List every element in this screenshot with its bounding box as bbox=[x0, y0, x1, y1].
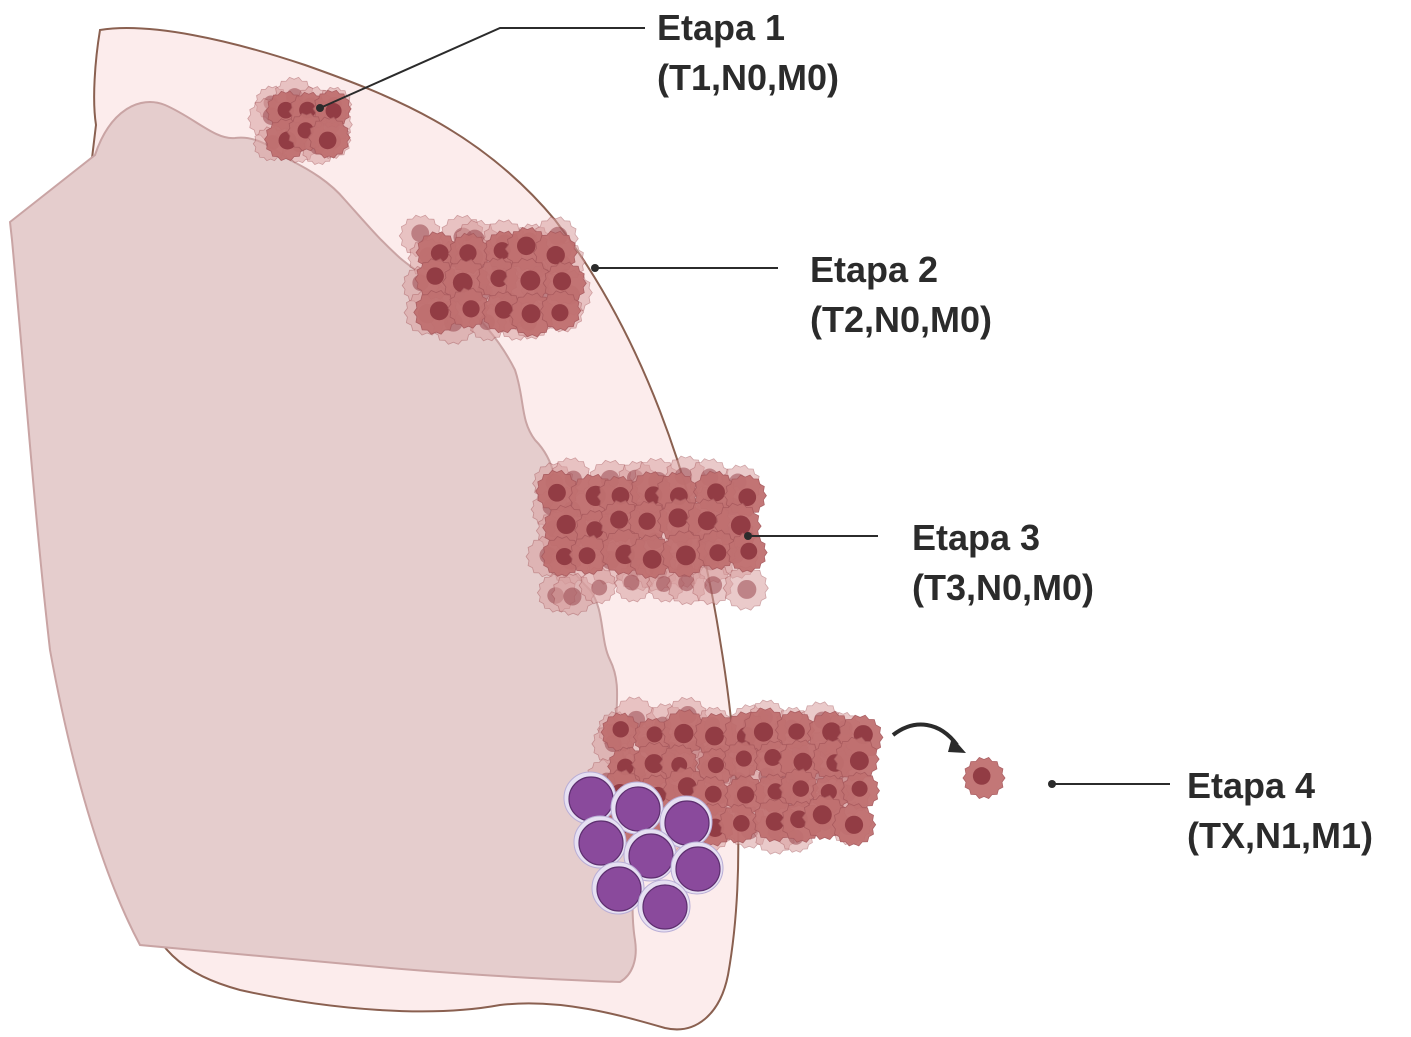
leader-dot-stage-3 bbox=[744, 532, 752, 540]
lymph-cell bbox=[623, 828, 677, 882]
tumor-cell bbox=[539, 290, 582, 331]
tumor-cell bbox=[535, 469, 579, 513]
tumor-cell bbox=[312, 89, 352, 128]
stage-1-tnm: (T1,N0,M0) bbox=[657, 57, 840, 98]
tumor-cell bbox=[778, 768, 819, 808]
tumor-cell bbox=[833, 736, 880, 782]
tumor-cell bbox=[600, 712, 641, 752]
stage-1-label: Etapa 1 (T1,N0,M0) bbox=[657, 3, 839, 103]
lymph-cell bbox=[637, 879, 691, 933]
tumor-cell bbox=[831, 803, 877, 847]
tumor-cell-faded bbox=[722, 565, 769, 611]
lymph-cell bbox=[670, 841, 724, 895]
stage-3-name: Etapa 3 bbox=[912, 517, 1041, 558]
lymph-cell bbox=[573, 815, 627, 869]
tumor-stage-2 bbox=[398, 214, 593, 345]
stage-2-label: Etapa 2 (T2,N0,M0) bbox=[810, 245, 992, 345]
tumor-cell bbox=[696, 529, 738, 570]
tumor-clusters bbox=[247, 76, 1006, 855]
metastatic-cell bbox=[962, 757, 1006, 799]
stage-4-label: Etapa 4 (TX,N1,M1) bbox=[1187, 761, 1373, 861]
lymph-cell bbox=[610, 781, 664, 835]
leader-lines bbox=[316, 27, 1170, 788]
stage-2-tnm: (T2,N0,M0) bbox=[810, 299, 993, 340]
tumor-cell bbox=[568, 534, 610, 575]
stage-4-tnm: (TX,N1,M1) bbox=[1187, 815, 1374, 856]
tumor-cell bbox=[447, 287, 490, 329]
tumor-cell bbox=[627, 534, 674, 579]
tumor-cell bbox=[841, 771, 880, 810]
tumor-stage-1 bbox=[247, 76, 353, 165]
lymph-cell bbox=[659, 795, 713, 849]
metastasis-arrow-icon bbox=[891, 722, 966, 753]
leader-dot-stage-4 bbox=[1048, 780, 1056, 788]
stage-3-tnm: (T3,N0,M0) bbox=[912, 567, 1095, 608]
stage-1-name: Etapa 1 bbox=[657, 7, 786, 48]
leader-dot-stage-1 bbox=[316, 104, 324, 112]
tumor-cell bbox=[774, 710, 816, 750]
stage-2-name: Etapa 2 bbox=[810, 249, 939, 290]
tumor-cell bbox=[307, 116, 351, 159]
lymph-cell bbox=[563, 771, 617, 825]
tumor-cell bbox=[962, 757, 1006, 799]
tumor-cell-faded bbox=[690, 562, 734, 606]
tumor-cell bbox=[413, 290, 459, 335]
tumor-cell bbox=[660, 530, 709, 578]
leader-line-stage-1 bbox=[319, 27, 645, 109]
tumor-stage-3 bbox=[525, 455, 769, 616]
tumor-cell bbox=[718, 803, 759, 844]
stage-3-label: Etapa 3 (T3,N0,M0) bbox=[912, 513, 1094, 613]
tumor-cell bbox=[503, 257, 552, 305]
stage-4-name: Etapa 4 bbox=[1187, 765, 1316, 806]
lymph-cell bbox=[591, 861, 645, 915]
tumor-cell-faded bbox=[578, 566, 618, 605]
lymph-node-cells bbox=[563, 771, 724, 933]
leader-dot-stage-2 bbox=[591, 264, 599, 272]
tumor-cell bbox=[627, 500, 670, 542]
tumor-cell bbox=[722, 740, 762, 780]
